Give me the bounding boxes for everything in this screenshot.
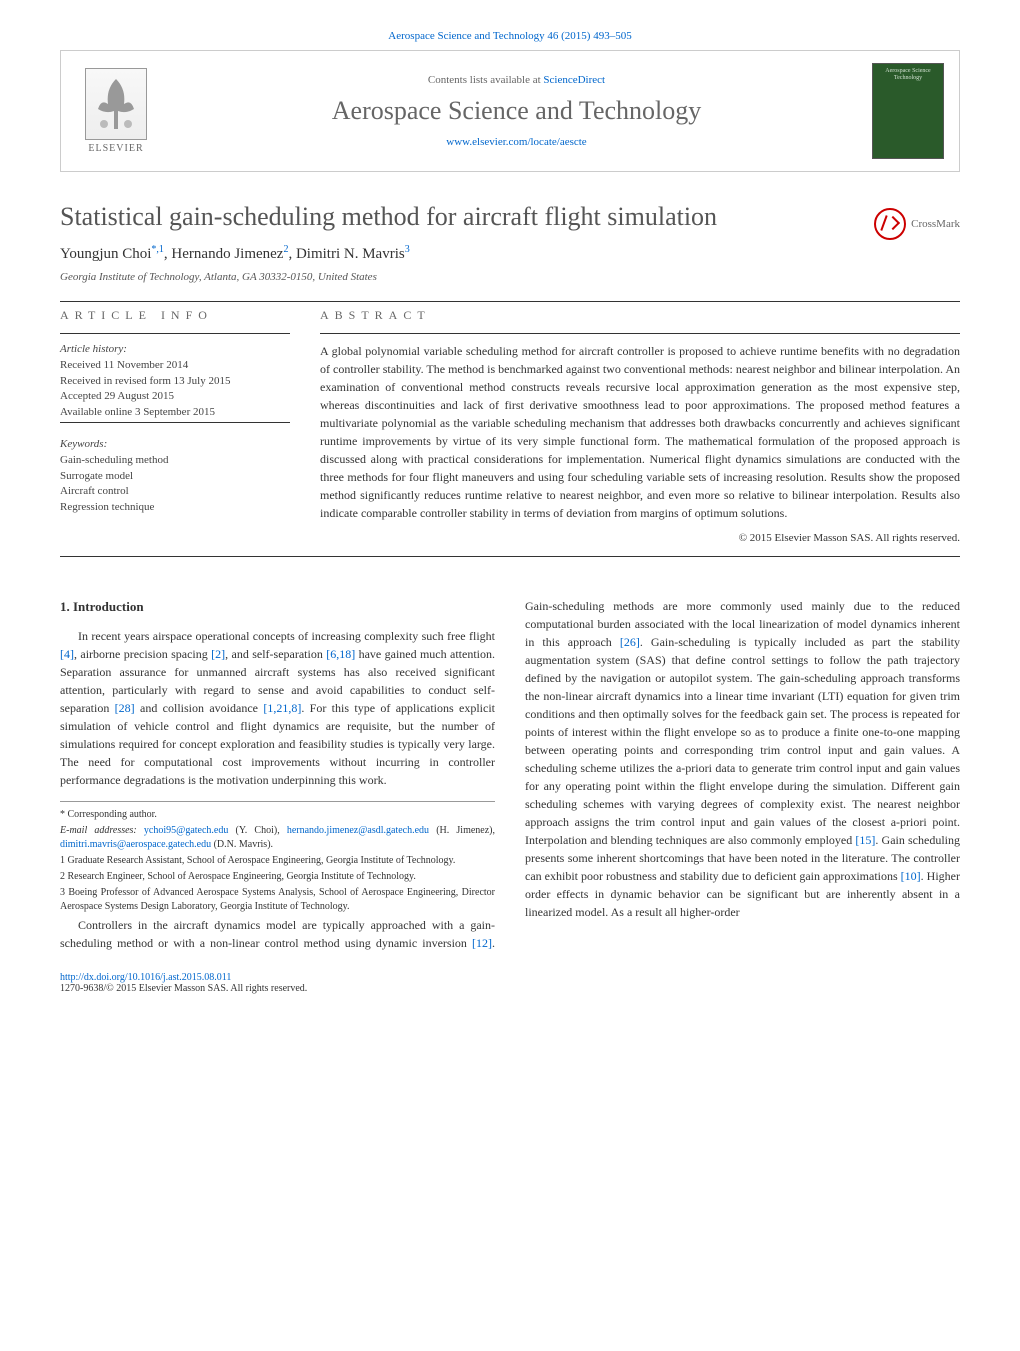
t: and collision avoidance [135, 701, 264, 715]
ref-2[interactable]: [2] [211, 647, 225, 661]
abstract-copyright: © 2015 Elsevier Masson SAS. All rights r… [320, 532, 960, 544]
ref-4[interactable]: [4] [60, 647, 74, 661]
email-3[interactable]: dimitri.mavris@aerospace.gatech.edu [60, 839, 211, 850]
intro-heading: 1. Introduction [60, 597, 495, 617]
t: , and self-separation [225, 647, 326, 661]
footnote-1: 1 Graduate Research Assistant, School of… [60, 854, 495, 868]
t: . Gain-scheduling is typically included … [525, 635, 960, 847]
t: In recent years airspace operational con… [78, 629, 495, 643]
ref-28[interactable]: [28] [115, 701, 135, 715]
crossmark-icon [874, 208, 906, 240]
keywords-heading: Keywords: [60, 437, 290, 452]
author-3[interactable]: Dimitri N. Mavris [296, 246, 405, 262]
date-accepted: Accepted 29 August 2015 [60, 389, 290, 404]
article-body: 1. Introduction In recent years airspace… [60, 597, 960, 952]
author-1[interactable]: Youngjun Choi [60, 246, 151, 262]
ref-26[interactable]: [26] [620, 635, 640, 649]
abstract-text: A global polynomial variable scheduling … [320, 342, 960, 522]
affiliation: Georgia Institute of Technology, Atlanta… [60, 271, 960, 283]
intro-para-1: In recent years airspace operational con… [60, 627, 495, 789]
date-online: Available online 3 September 2015 [60, 405, 290, 420]
sciencedirect-link[interactable]: ScienceDirect [543, 74, 605, 86]
emails-label: E-mail addresses: [60, 825, 144, 836]
ref-1-21-8[interactable]: [1,21,8] [263, 701, 301, 715]
corresponding-author: * Corresponding author. [60, 808, 495, 822]
t: , airborne precision spacing [74, 647, 211, 661]
crossmark-label: CrossMark [911, 218, 960, 230]
footnote-2: 2 Research Engineer, School of Aerospace… [60, 870, 495, 884]
citation-header: Aerospace Science and Technology 46 (201… [60, 30, 960, 42]
journal-header-box: ELSEVIER Contents lists available at Sci… [60, 50, 960, 172]
t: (H. Jimenez), [429, 825, 495, 836]
email-addresses: E-mail addresses: ychoi95@gatech.edu (Y.… [60, 824, 495, 852]
date-received: Received 11 November 2014 [60, 358, 290, 373]
issn-copyright: 1270-9638/© 2015 Elsevier Masson SAS. Al… [60, 983, 307, 994]
t: (D.N. Mavris). [211, 839, 273, 850]
contents-available-line: Contents lists available at ScienceDirec… [161, 74, 872, 86]
keyword-3: Aircraft control [60, 484, 290, 499]
divider-below-abstract [60, 556, 960, 557]
abstract-label: ABSTRACT [320, 308, 960, 323]
ref-12[interactable]: [12] [472, 936, 492, 950]
divider-top [60, 301, 960, 302]
info-divider-1 [60, 333, 290, 334]
article-info-label: ARTICLE INFO [60, 308, 290, 323]
abstract-divider [320, 333, 960, 334]
footnote-3: 3 Boeing Professor of Advanced Aerospace… [60, 886, 495, 914]
footnotes: * Corresponding author. E-mail addresses… [60, 801, 495, 914]
keyword-2: Surrogate model [60, 469, 290, 484]
journal-cover-thumbnail[interactable]: Aerospace Science Technology [872, 63, 944, 159]
info-divider-2 [60, 422, 290, 423]
email-1[interactable]: ychoi95@gatech.edu [144, 825, 228, 836]
date-revised: Received in revised form 13 July 2015 [60, 374, 290, 389]
crossmark-badge[interactable]: CrossMark [874, 208, 960, 240]
article-title: Statistical gain-scheduling method for a… [60, 202, 960, 232]
doi-block: http://dx.doi.org/10.1016/j.ast.2015.08.… [60, 972, 960, 994]
ref-15[interactable]: [15] [855, 833, 875, 847]
t: (Y. Choi), [228, 825, 286, 836]
publisher-name: ELSEVIER [88, 143, 143, 154]
author-2[interactable]: Hernando Jimenez [171, 246, 283, 262]
ref-6-18[interactable]: [6,18] [326, 647, 355, 661]
journal-homepage-link[interactable]: www.elsevier.com/locate/aescte [446, 136, 586, 148]
ref-10[interactable]: [10] [901, 869, 921, 883]
author-list: Youngjun Choi*,1, Hernando Jimenez2, Dim… [60, 244, 960, 263]
history-heading: Article history: [60, 342, 290, 357]
journal-title: Aerospace Science and Technology [161, 96, 872, 126]
t: Controllers in the aircraft dynamics mod… [60, 918, 495, 950]
citation-link[interactable]: Aerospace Science and Technology 46 (201… [388, 30, 631, 42]
elsevier-tree-icon [85, 68, 147, 140]
contents-prefix: Contents lists available at [428, 74, 543, 86]
email-2[interactable]: hernando.jimenez@asdl.gatech.edu [287, 825, 429, 836]
author-3-sup: 3 [405, 244, 410, 255]
cover-label: Aerospace Science Technology [873, 68, 943, 81]
keyword-4: Regression technique [60, 500, 290, 515]
keyword-1: Gain-scheduling method [60, 453, 290, 468]
doi-link[interactable]: http://dx.doi.org/10.1016/j.ast.2015.08.… [60, 972, 231, 983]
author-2-sup: 2 [283, 244, 288, 255]
publisher-logo[interactable]: ELSEVIER [71, 61, 161, 161]
author-1-sup: *,1 [151, 244, 164, 255]
